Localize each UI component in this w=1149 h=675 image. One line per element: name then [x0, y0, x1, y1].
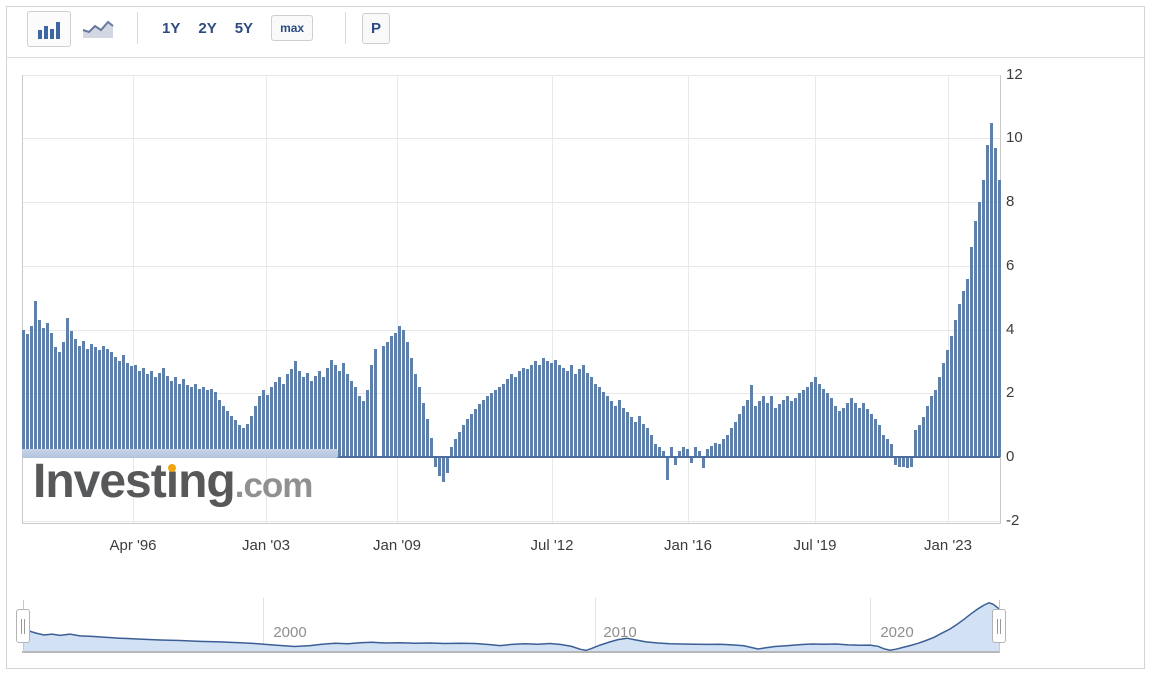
y-axis-tick-label: 0 [1006, 448, 1015, 465]
watermark-text: Invest [33, 455, 167, 508]
range-button-5y[interactable]: 5Y [234, 19, 254, 37]
y-axis-tick-label: 2 [1006, 384, 1015, 401]
y-axis-tick-label: 8 [1006, 193, 1015, 210]
x-axis-tick-label: Jan '03 [242, 537, 290, 554]
p-button[interactable]: P [362, 13, 390, 44]
zero-line [22, 456, 1000, 458]
x-axis-tick-label: Jul '12 [530, 537, 574, 554]
watermark-orange-dot-icon [167, 464, 176, 472]
range-button-1y[interactable]: 1Y [162, 19, 181, 37]
navigator-series [22, 601, 1000, 652]
y-axis-tick-label: 10 [1006, 129, 1023, 146]
navigator-year-label: 2010 [603, 624, 637, 641]
bar-chart-type-button[interactable] [27, 11, 71, 47]
x-axis-tick-label: Jan '23 [924, 537, 972, 554]
watermark-i-letter: ı [165, 455, 179, 508]
y-axis-tick-label: 6 [1006, 257, 1015, 274]
toolbar-separator [7, 57, 1144, 58]
toolbar-divider [137, 12, 138, 44]
x-axis-tick-label: Jan '09 [373, 537, 421, 554]
y-axis-tick-label: 12 [1006, 66, 1023, 83]
navigator-gridline [595, 598, 596, 651]
investing-watermark: Investı ng.com [33, 455, 314, 508]
navigator-gridline [870, 598, 871, 651]
range-button-2y[interactable]: 2Y [198, 19, 217, 37]
navigator-right-handle[interactable] [992, 609, 1006, 643]
range-button-max[interactable]: max [271, 15, 314, 41]
navigator-series [23, 602, 999, 652]
x-axis-tick-label: Apr '96 [109, 537, 157, 554]
navigator-baseline [22, 651, 1000, 653]
bar-chart-icon [38, 22, 60, 39]
range-buttons: 1Y 2Y 5Y max [162, 13, 314, 43]
watermark-suffix: .com [234, 466, 314, 505]
y-axis-tick-label: 4 [1006, 321, 1015, 338]
widget-frame [6, 6, 1145, 669]
y-axis-tick-label: -2 [1006, 512, 1020, 529]
area-chart-type-button[interactable] [76, 11, 120, 47]
toolbar-divider [345, 12, 346, 44]
x-axis-tick-label: Jan '16 [664, 537, 712, 554]
area-chart-icon [82, 20, 114, 38]
navigator-left-handle[interactable] [16, 609, 30, 643]
navigator-year-label: 2000 [273, 624, 307, 641]
navigator-year-label: 2020 [880, 624, 914, 641]
x-axis-tick-label: Jul '19 [793, 537, 837, 554]
navigator-gridline [263, 598, 264, 651]
